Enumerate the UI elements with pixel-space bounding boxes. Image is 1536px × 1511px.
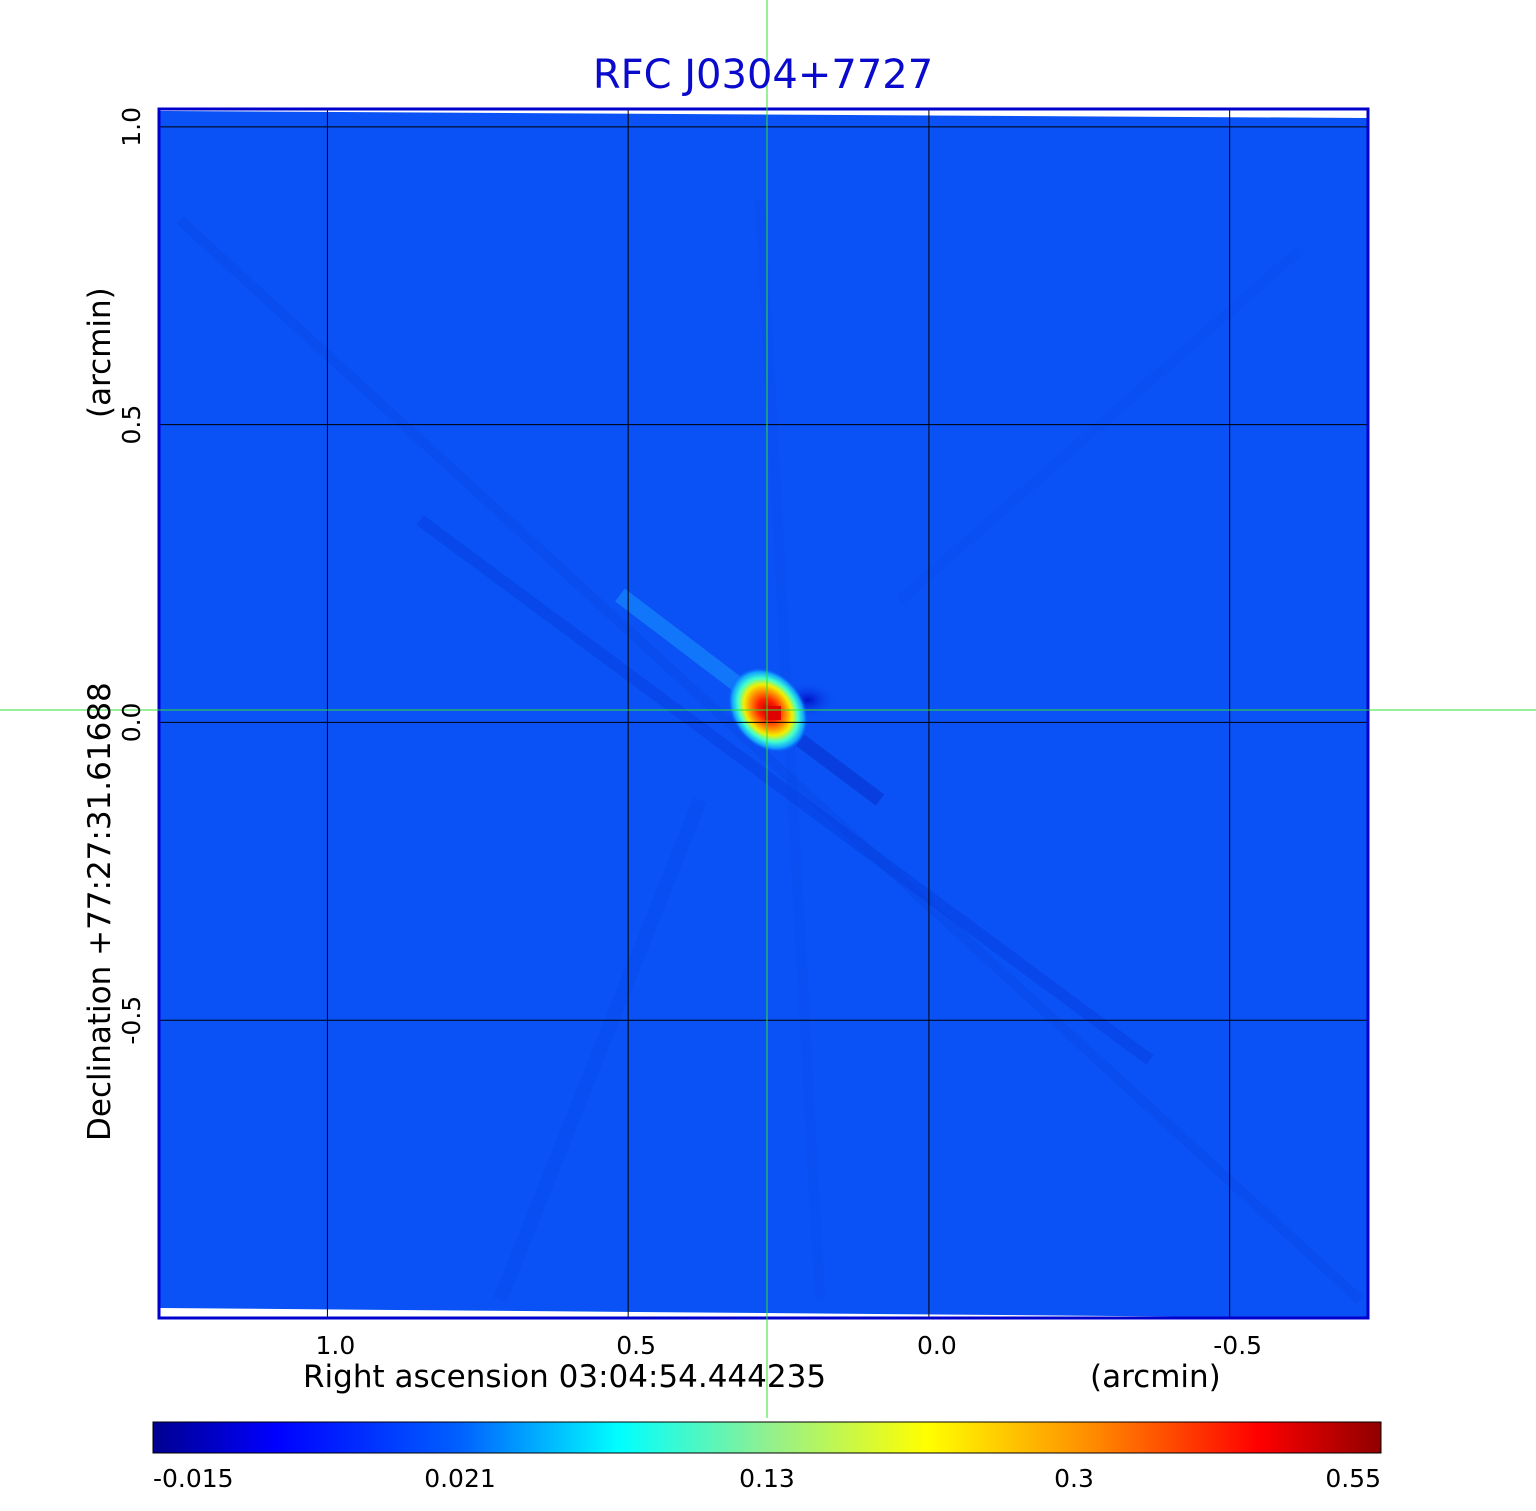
x-axis-label: Right ascension 03:04:54.444235: [303, 1359, 826, 1395]
y-tick-label: 0.5: [117, 405, 146, 445]
map-streak: [416, 515, 1154, 1065]
x-tick-labels: 1.0 0.5 0.0 -0.5: [316, 1331, 1263, 1360]
grid-lines: [159, 109, 1368, 1318]
x-tick-label: -0.5: [1213, 1331, 1262, 1360]
plot-frame: [157, 107, 1370, 1320]
y-tick-label: 0.0: [117, 703, 146, 743]
y-axis-unit: (arcmin): [82, 287, 118, 418]
map-streak: [176, 216, 1364, 1304]
colorbar-tick-labels: -0.015 0.021 0.13 0.3 0.55: [153, 1464, 1381, 1493]
chart-title: RFC J0304+7727: [593, 52, 933, 98]
map-ridge: [615, 588, 750, 697]
y-axis-label: Declination +77:27:31.61688: [82, 682, 118, 1141]
colorbar: [152, 1421, 1382, 1454]
map-image: [159, 109, 1368, 1318]
colorbar-tick-label: -0.015: [153, 1464, 234, 1493]
colorbar-tick-label: 0.55: [1325, 1464, 1381, 1493]
map-streak: [755, 199, 825, 1301]
map-streak: [493, 797, 707, 1303]
x-tick-label: 1.0: [316, 1331, 356, 1360]
y-tick-label: -0.5: [117, 996, 146, 1045]
y-tick-label: 1.0: [117, 107, 146, 147]
x-tick-label: 0.0: [917, 1331, 957, 1360]
colorbar-tick-label: 0.021: [424, 1464, 496, 1493]
colorbar-tick-label: 0.13: [739, 1464, 795, 1493]
colorbar-tick-label: 0.3: [1054, 1464, 1094, 1493]
x-axis-unit: (arcmin): [1090, 1359, 1221, 1395]
map-ridge: [795, 734, 885, 806]
x-tick-label: 0.5: [616, 1331, 656, 1360]
y-tick-labels: -0.5 0.0 0.5 1.0: [117, 107, 146, 1045]
